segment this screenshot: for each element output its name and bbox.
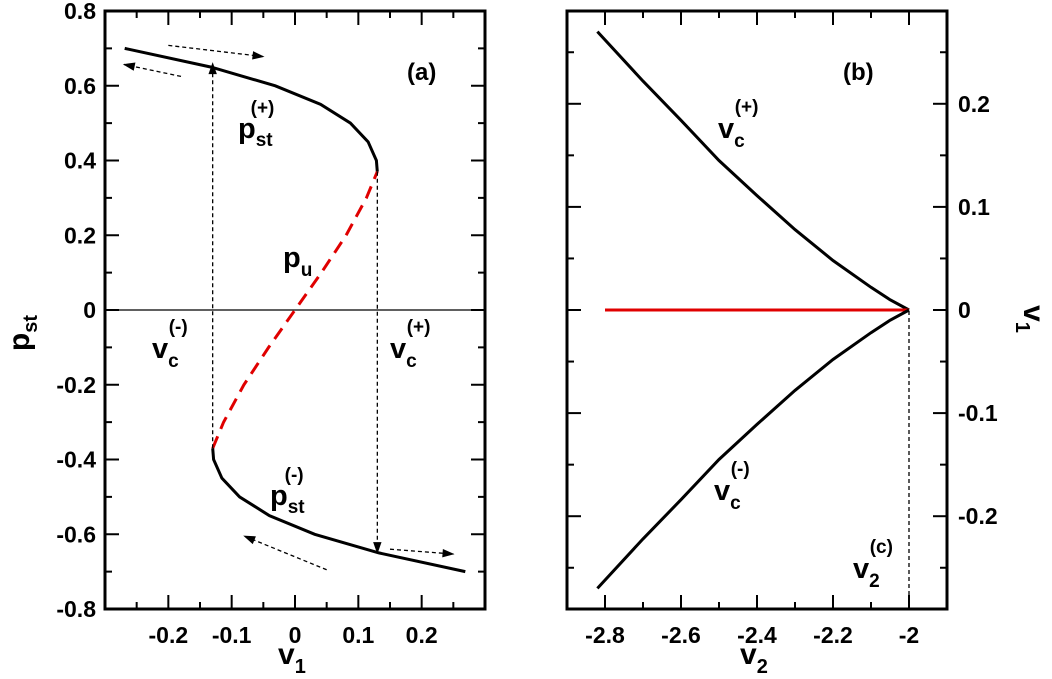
panel-b-tick-labels: -2.8 -2.6 -2.4 -2.2 -2 -0.2 -0.1 0 0.1 0.2 <box>585 91 998 648</box>
y-tick-label: -0.4 <box>56 447 96 473</box>
y-tick-label: 0 <box>83 297 96 323</box>
panel-a-label: (a) <box>407 59 436 86</box>
x-tick-label: -2.6 <box>661 622 701 648</box>
annotation-pu: pu <box>283 242 312 281</box>
panel-b-frame <box>565 9 949 611</box>
x-tick-label: -0.2 <box>149 622 189 648</box>
y-tick-label: 0.2 <box>958 91 990 117</box>
annotation-vc-minus: vc(-) <box>152 317 188 372</box>
svg-text:v1: v1 <box>1011 305 1050 333</box>
y-tick-label: 0 <box>958 297 971 323</box>
x-tick-label: -2 <box>899 622 919 648</box>
y-tick-label: -0.8 <box>56 596 96 622</box>
y-tick-label: 0.4 <box>64 148 96 174</box>
annotation-b-vc-plus: vc(+) <box>718 97 758 152</box>
x-tick-label: -2.8 <box>585 622 625 648</box>
panel-a-tick-labels: -0.2 -0.1 0 0.1 0.2 -0.8 -0.6 -0.4 -0.2 0 0.2 0.4 0.… <box>56 0 437 648</box>
y-tick-label: 0.8 <box>64 0 96 24</box>
panel-b-label: (b) <box>843 59 874 86</box>
annotation-b-vc-minus: vc(-) <box>714 459 750 514</box>
panel-a-ylabel: pst <box>3 315 42 351</box>
series-v-c- <box>596 308 910 590</box>
panel-a-xlabel: v1 <box>278 638 306 678</box>
y-tick-label: 0.2 <box>64 222 96 248</box>
flow-arrow-2 <box>243 535 327 571</box>
x-tick-label: -2.2 <box>813 622 853 648</box>
y-tick-label: -0.1 <box>958 400 998 426</box>
panel-b-xlabel: v2 <box>740 638 768 678</box>
annotation-b-v2c: v2(c) <box>853 537 893 592</box>
annotation-vc-plus: vc(+) <box>390 317 430 372</box>
x-tick-label: 0.1 <box>342 622 374 648</box>
series-v-c- <box>596 30 910 312</box>
annotation-pst-minus: pst(-) <box>270 465 305 518</box>
y-tick-label: -0.6 <box>56 521 96 547</box>
x-tick-label: 0 <box>289 622 302 648</box>
y-tick-label: -0.2 <box>56 372 96 398</box>
y-tick-label: -0.2 <box>958 503 998 529</box>
series-p-st- <box>124 46 379 172</box>
flow-arrow-0 <box>168 44 265 60</box>
y-tick-label: 0.1 <box>958 194 990 220</box>
panel-b: -2.8 -2.6 -2.4 -2.2 -2-0.2-0.100.10.2 v1 v2 … <box>565 9 1050 678</box>
x-tick-label: 0.2 <box>406 622 438 648</box>
series-p-st- <box>211 448 466 574</box>
annotation-pst-plus: pst(+) <box>238 98 274 151</box>
panel-a-ticks <box>105 10 485 610</box>
panel-a-data <box>105 44 485 574</box>
flow-arrow-1 <box>122 62 182 78</box>
panel-b-data <box>596 30 910 609</box>
svg-text:pst: pst <box>3 315 42 351</box>
flow-arrow-3 <box>389 548 455 558</box>
panel-a-frame <box>103 9 487 611</box>
x-tick-label: -2.4 <box>737 622 777 648</box>
panel-b-ylabel: v1 <box>1011 305 1050 333</box>
x-tick-label: -0.1 <box>212 622 252 648</box>
panel-a: -0.2 -0.1 0 0.1 0.2 -0.8 -0.6 -0.4 -0.2 0 0.2 0.4 0.… <box>3 0 487 678</box>
y-tick-label: 0.6 <box>64 73 96 99</box>
series-p-u <box>211 171 379 449</box>
